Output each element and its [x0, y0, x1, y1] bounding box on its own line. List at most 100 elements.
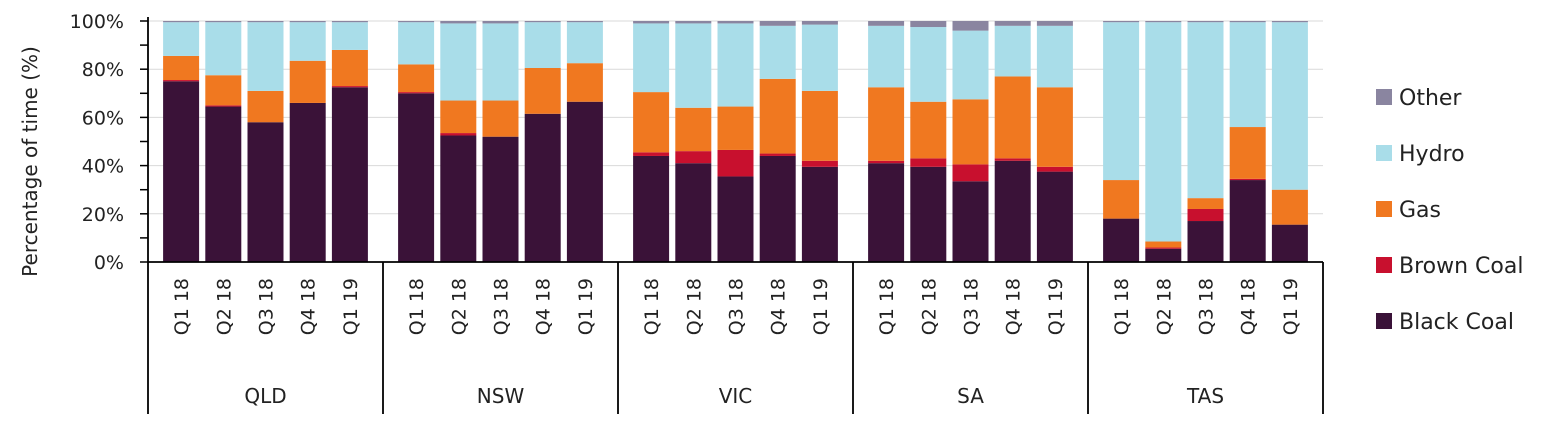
bar-segment — [910, 27, 947, 102]
bar-segment — [1036, 166, 1073, 172]
bar-segment — [952, 181, 989, 262]
bar-segment — [1271, 21, 1308, 23]
bar-segment — [1036, 171, 1073, 262]
bar-segment — [633, 21, 670, 24]
bar-segment — [1187, 22, 1224, 199]
bar-segment — [524, 113, 561, 262]
bar-segment — [566, 22, 603, 64]
x-group-labels: QLD NSW VIC SA TAS — [244, 384, 1224, 408]
bar-segment — [482, 23, 519, 101]
bar-segment — [952, 30, 989, 100]
x-category-label: Q3 18 — [961, 278, 983, 335]
legend-swatch — [1376, 89, 1392, 105]
bar-segment — [801, 166, 838, 262]
bar-segment — [398, 22, 435, 65]
bar-segment — [952, 21, 989, 31]
bar-segment — [868, 25, 905, 88]
x-category-label: Q1 18 — [171, 278, 193, 335]
bar-segment — [163, 80, 200, 82]
y-tick-label: 0% — [94, 252, 124, 274]
x-category-label: Q3 18 — [1196, 278, 1218, 335]
bar-segment — [205, 105, 242, 107]
y-tick-label: 100% — [70, 11, 124, 33]
bar-segment — [759, 25, 796, 79]
bar-segment — [994, 160, 1031, 262]
bar-segment — [910, 21, 947, 28]
bar-segment — [717, 149, 754, 177]
legend: Other Hydro Gas Brown Coal Black Coal — [1376, 86, 1523, 335]
bar-segment — [163, 55, 200, 81]
bar-segment — [331, 49, 368, 87]
bar-segment — [910, 158, 947, 167]
bar-segment — [633, 23, 670, 93]
legend-label: Brown Coal — [1399, 254, 1523, 279]
bar-segment — [1145, 241, 1182, 248]
legend-swatch — [1376, 145, 1392, 161]
bar-segment — [633, 155, 670, 262]
x-category-label: Q1 18 — [406, 278, 428, 335]
bar-segment — [717, 106, 754, 150]
x-category-label: Q1 18 — [876, 278, 898, 335]
bar-segment — [910, 101, 947, 159]
bar-segment — [440, 21, 477, 24]
bar-segment — [675, 163, 712, 262]
bar-segment — [398, 92, 435, 94]
bar-segment — [1103, 180, 1140, 219]
bar-segment — [440, 23, 477, 101]
x-category-label: Q1 18 — [641, 278, 663, 335]
x-group-label: NSW — [477, 384, 525, 408]
bar-segment — [566, 21, 603, 23]
bar-segment — [331, 21, 368, 23]
bar-segment — [1187, 221, 1224, 262]
x-group-label: TAS — [1186, 384, 1224, 408]
axes — [140, 17, 1324, 414]
bar-segment — [994, 76, 1031, 159]
bar-segment — [994, 158, 1031, 161]
bar-segment — [398, 64, 435, 93]
bar-segment — [1229, 178, 1266, 181]
x-category-label: Q1 19 — [810, 278, 832, 335]
legend-label: Hydro — [1399, 142, 1465, 167]
bar-segment — [1229, 127, 1266, 179]
legend-swatch — [1376, 201, 1392, 217]
bar-segment — [675, 21, 712, 24]
bar-segment — [1271, 224, 1308, 262]
x-category-label: Q2 18 — [1153, 278, 1175, 335]
bar-segment — [482, 136, 519, 262]
bar-segment — [440, 100, 477, 134]
bar-segment — [759, 21, 796, 26]
bar-segment — [868, 21, 905, 26]
x-category-label: Q4 18 — [533, 278, 555, 335]
x-category-label: Q2 18 — [448, 278, 470, 335]
bar-segment — [482, 100, 519, 137]
x-category-label: Q4 18 — [1238, 278, 1260, 335]
bar-segment — [717, 21, 754, 24]
bar-segment — [675, 107, 712, 152]
bar-segment — [289, 102, 326, 262]
bar-segment — [717, 23, 754, 107]
bar-segment — [759, 155, 796, 262]
bar-segment — [205, 106, 242, 263]
legend-label: Other — [1399, 86, 1462, 111]
x-category-label: Q2 18 — [683, 278, 705, 335]
bar-segment — [868, 160, 905, 164]
y-tick-label: 40% — [82, 156, 124, 178]
bar-segment — [1229, 180, 1266, 262]
bar-segment — [163, 22, 200, 56]
bar-segment — [675, 151, 712, 164]
x-category-label: Q1 18 — [1111, 278, 1133, 335]
bar-segment — [1187, 198, 1224, 209]
bar-segment — [801, 90, 838, 161]
bar-segment — [289, 21, 326, 23]
x-category-label: Q1 19 — [340, 278, 362, 335]
bar-segment — [331, 22, 368, 50]
x-category-label: Q2 18 — [213, 278, 235, 335]
bar-segment — [205, 22, 242, 76]
bar-segment — [1145, 247, 1182, 249]
x-category-label: Q2 18 — [918, 278, 940, 335]
legend-label: Black Coal — [1399, 310, 1514, 335]
bar-segment — [910, 166, 947, 262]
bar-segment — [868, 87, 905, 161]
x-category-label: Q1 19 — [1045, 278, 1067, 335]
bar-segment — [1145, 22, 1182, 242]
